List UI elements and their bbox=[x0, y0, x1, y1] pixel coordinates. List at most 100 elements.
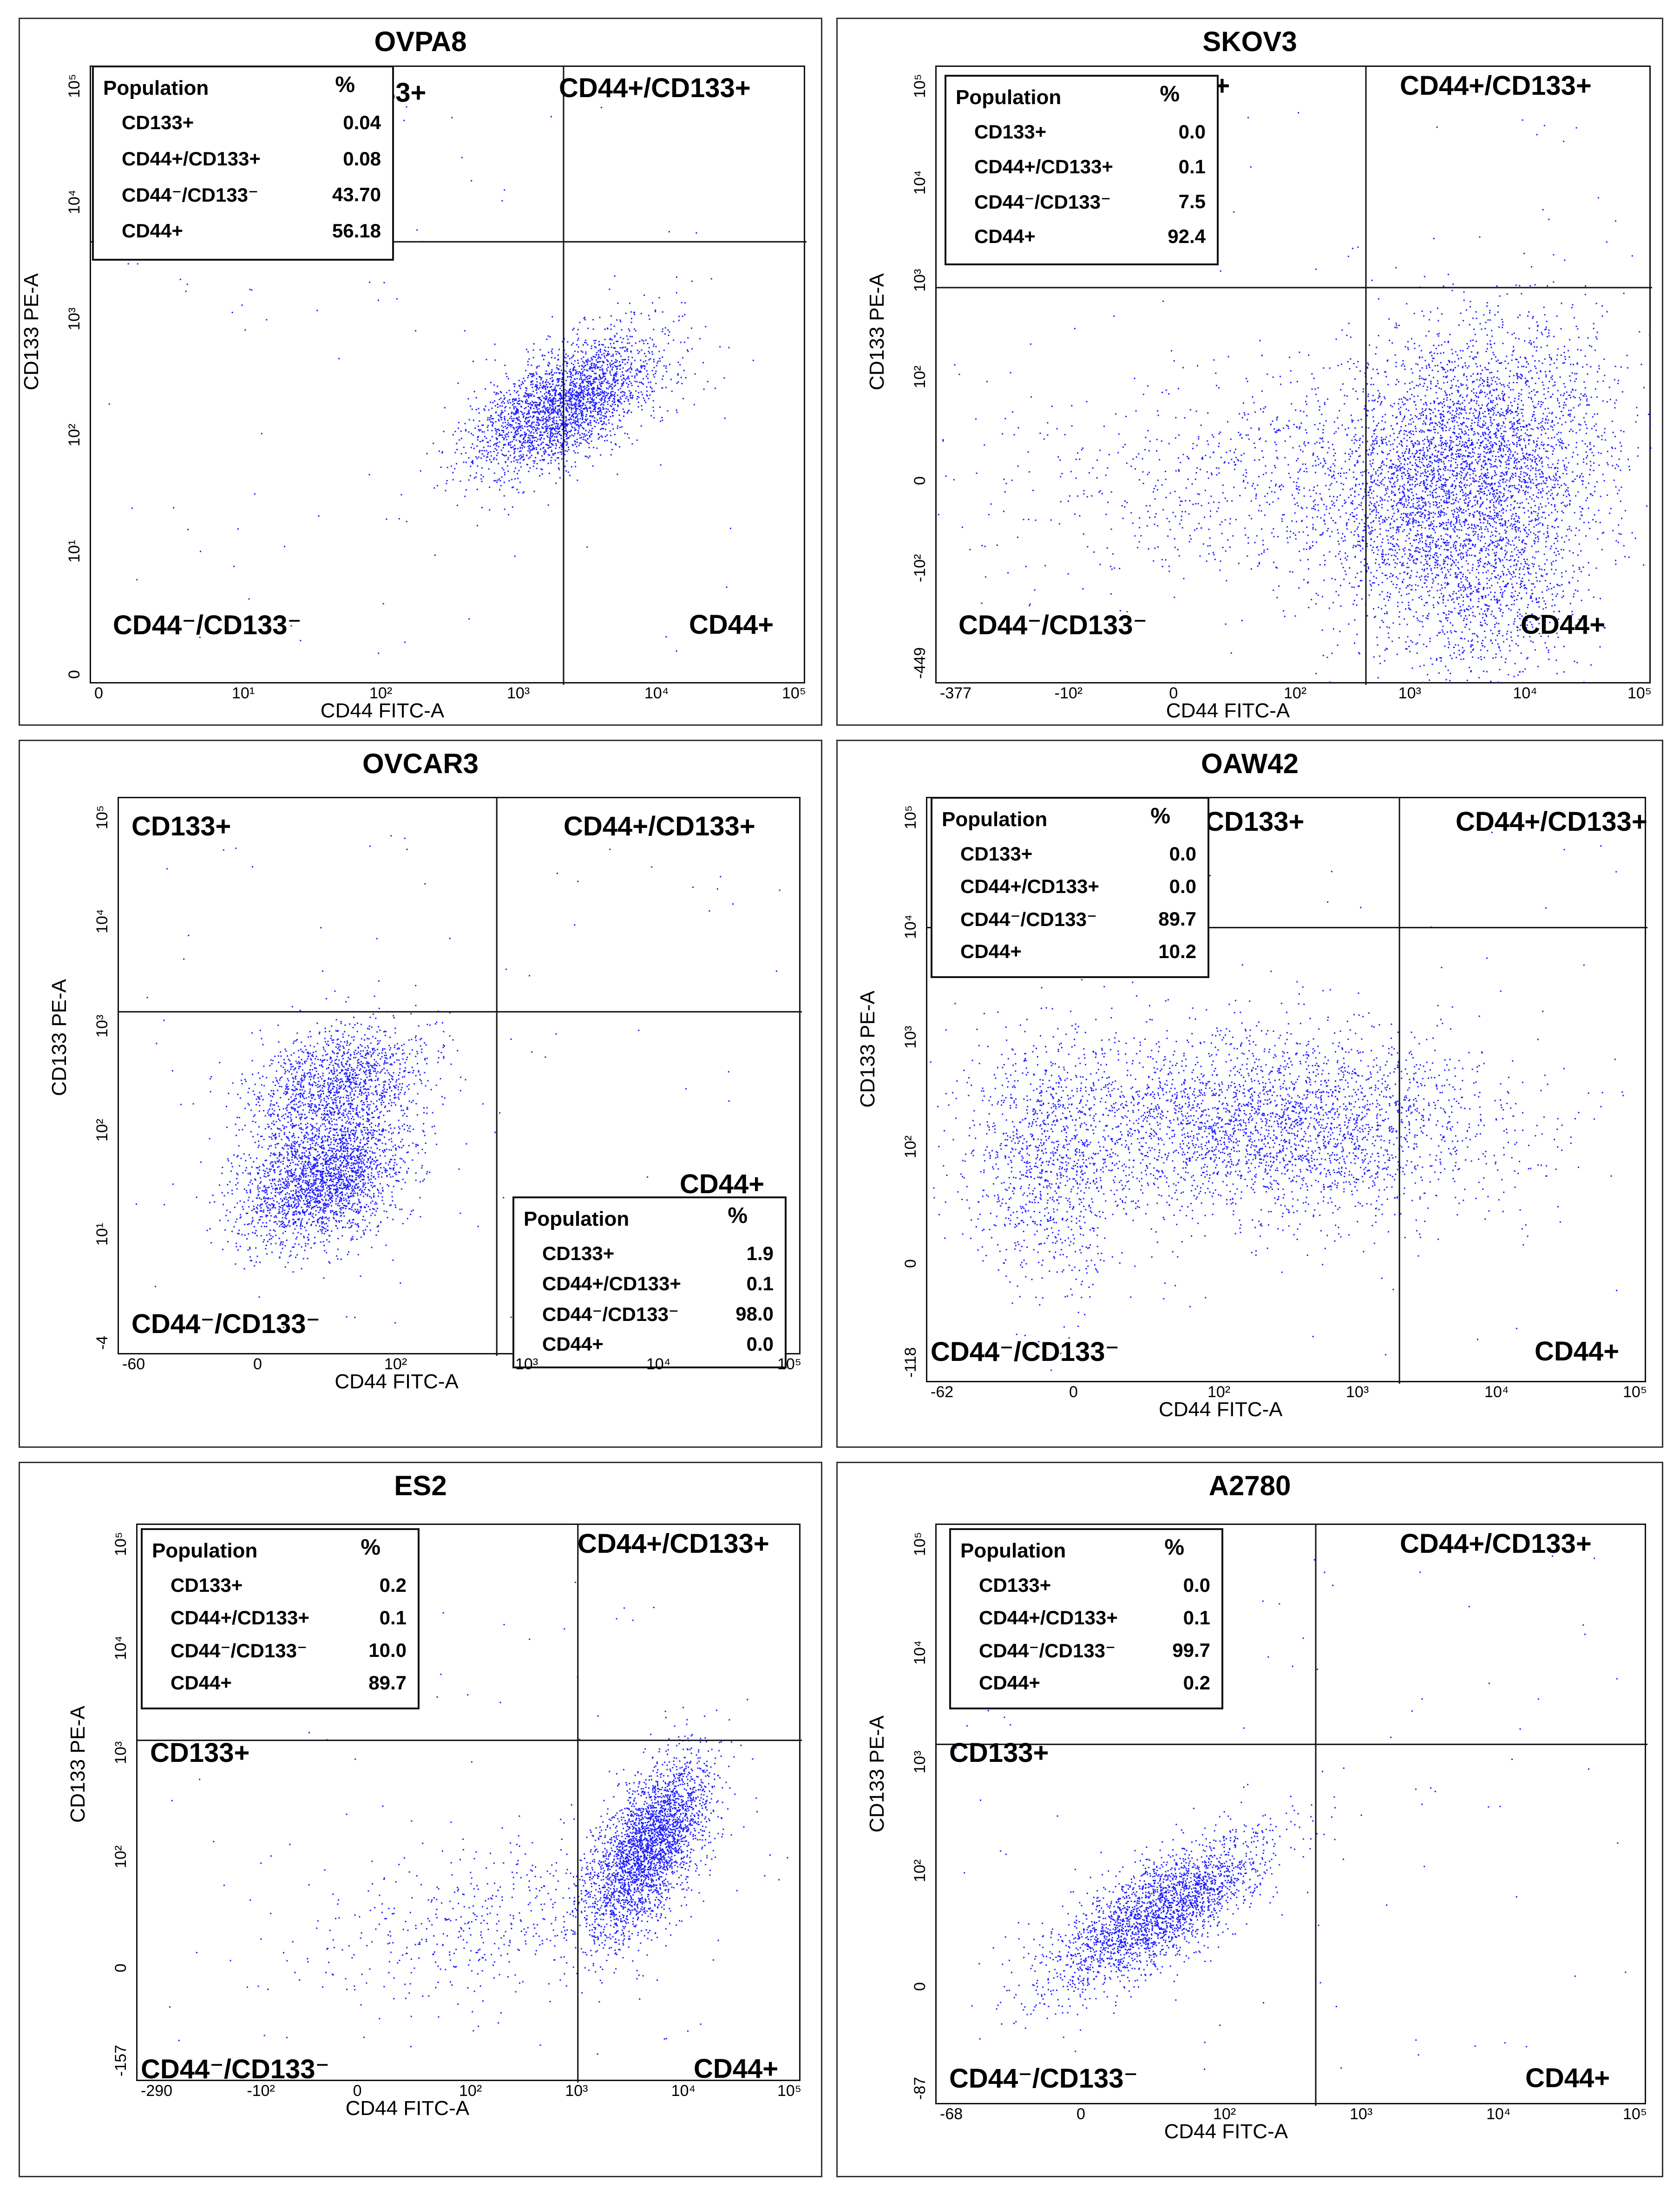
table-row-value: 0.2 bbox=[379, 1574, 407, 1596]
table-header: Population% bbox=[932, 804, 1208, 836]
quadrant-label-top-left: CD133+ bbox=[949, 1738, 1049, 1768]
x-tick-label: 0 bbox=[1069, 1383, 1078, 1401]
y-tick-label: 10⁴ bbox=[93, 909, 111, 933]
table-row-name: CD44+ bbox=[979, 1672, 1040, 1694]
x-axis-label: CD44 FITC-A bbox=[1164, 2120, 1288, 2143]
x-tick-label: 10³ bbox=[565, 2082, 588, 2100]
x-tick-label: 0 bbox=[253, 1355, 262, 1373]
table-header-value: % bbox=[1160, 82, 1180, 106]
table-row-name: CD133+ bbox=[171, 1574, 243, 1596]
table-row: CD44+ 92.4 bbox=[946, 225, 1217, 253]
table-header: Population% bbox=[946, 82, 1217, 114]
panel-oaw42: OAW42 CD133+ CD44+/CD133+ CD44⁻/CD133⁻ CD44+… bbox=[836, 740, 1663, 1448]
table-row-name: CD133+ bbox=[960, 843, 1033, 865]
table-row-name: CD44⁻/CD133⁻ bbox=[960, 908, 1097, 930]
x-tick-label: 10² bbox=[384, 1355, 407, 1373]
y-tick-label: 10⁵ bbox=[112, 1532, 130, 1556]
table-row-value: 0.0 bbox=[1178, 121, 1206, 143]
y-tick-label: 10³ bbox=[112, 1741, 130, 1764]
y-tick-label: 10³ bbox=[902, 1025, 919, 1049]
table-header: Population% bbox=[143, 1535, 418, 1567]
table-row: CD44+/CD133+ 0.0 bbox=[932, 875, 1208, 903]
y-tick-label: 10¹ bbox=[93, 1222, 111, 1246]
x-tick-label: 10³ bbox=[1350, 2105, 1373, 2123]
quadrant-label-top-left: CD133+ bbox=[1205, 807, 1305, 837]
scatter-points bbox=[938, 110, 1652, 683]
y-tick-label: -157 bbox=[112, 2044, 130, 2076]
x-axis-label: CD44 FITC-A bbox=[345, 2097, 470, 2120]
x-tick-label: 10² bbox=[459, 2082, 482, 2100]
scatter-plot bbox=[937, 67, 1652, 685]
x-tick-label: 10⁵ bbox=[777, 2082, 801, 2100]
y-tick-label: 10² bbox=[902, 1135, 919, 1158]
table-header-value: % bbox=[728, 1203, 748, 1228]
y-tick-label: 10⁴ bbox=[911, 170, 929, 195]
y-tick-label: 10³ bbox=[911, 269, 929, 292]
x-tick-label: 10⁴ bbox=[646, 1355, 671, 1373]
table-row-name: CD133+ bbox=[542, 1242, 615, 1264]
quadrant-label-bottom-right: CD44+ bbox=[1521, 610, 1606, 640]
table-header-name: Population bbox=[152, 1539, 258, 1562]
table-row: CD44⁻/CD133⁻ 99.7 bbox=[951, 1639, 1221, 1667]
table-row-name: CD44⁻/CD133⁻ bbox=[122, 184, 259, 206]
y-axis-label: CD133 PE-A bbox=[866, 1715, 888, 1833]
x-tick-label: 0 bbox=[94, 684, 103, 702]
table-row-value: 0.1 bbox=[746, 1273, 774, 1294]
table-header-name: Population bbox=[103, 77, 209, 99]
table-row: CD44+ 89.7 bbox=[143, 1672, 418, 1700]
y-tick-label: 10¹ bbox=[66, 539, 83, 563]
table-row: CD133+ 1.9 bbox=[514, 1242, 785, 1270]
y-axis-label: CD133 PE-A bbox=[866, 273, 888, 390]
y-tick-label: 0 bbox=[902, 1259, 919, 1268]
table-row-value: 0.1 bbox=[1178, 156, 1206, 177]
table-row-name: CD44⁻/CD133⁻ bbox=[542, 1303, 679, 1325]
x-tick-label: 10² bbox=[1213, 2105, 1236, 2123]
table-row: CD133+ 0.2 bbox=[143, 1574, 418, 1602]
panel-es2: ES2 CD133+ CD44+/CD133+ CD44⁻/CD133⁻ CD44+ Po… bbox=[19, 1462, 822, 2177]
table-row-value: 89.7 bbox=[368, 1672, 407, 1694]
y-tick-label: -4 bbox=[93, 1335, 111, 1350]
table-row-value: 98.0 bbox=[735, 1303, 774, 1325]
y-tick-label: 10² bbox=[93, 1118, 111, 1142]
table-row: CD44+ 0.0 bbox=[514, 1333, 785, 1361]
scatter-points bbox=[108, 105, 754, 654]
quadrant-label-bottom-left: CD44⁻/CD133⁻ bbox=[949, 2063, 1138, 2094]
x-axis-label: CD44 FITC-A bbox=[1166, 699, 1290, 722]
table-row: CD133+ 0.0 bbox=[946, 121, 1217, 149]
y-axis-label: CD133 PE-A bbox=[856, 991, 879, 1108]
x-tick-label: 10⁵ bbox=[1623, 1383, 1647, 1401]
table-header-name: Population bbox=[960, 1539, 1066, 1562]
y-tick-label: 10⁵ bbox=[93, 805, 111, 829]
x-tick-label: 10⁵ bbox=[1623, 2105, 1647, 2123]
table-header-value: % bbox=[1150, 804, 1170, 828]
table-row: CD44⁻/CD133⁻ 43.70 bbox=[94, 184, 392, 211]
table-row-value: 0.1 bbox=[379, 1607, 407, 1629]
table-row-name: CD133+ bbox=[122, 112, 194, 133]
x-tick-label: -62 bbox=[931, 1383, 954, 1401]
x-tick-label: 10¹ bbox=[232, 684, 255, 702]
panel-title: A2780 bbox=[1208, 1470, 1291, 1501]
table-row-name: CD44+ bbox=[122, 219, 183, 242]
population-table: Population% CD133+ 0.04 CD44+/CD133+ 0.08 CD4… bbox=[92, 66, 394, 261]
table-row-name: CD44⁻/CD133⁻ bbox=[979, 1640, 1116, 1662]
table-row-value: 10.2 bbox=[1158, 940, 1196, 962]
quadrant-label-top-right: CD44+/CD133+ bbox=[1456, 807, 1647, 837]
table-row-value: 43.70 bbox=[332, 184, 381, 205]
table-header: Population% bbox=[94, 72, 392, 105]
table-row-value: 56.18 bbox=[332, 219, 381, 242]
x-tick-label: 10³ bbox=[515, 1355, 538, 1373]
table-row-name: CD44+/CD133+ bbox=[542, 1273, 681, 1294]
x-axis-label: CD44 FITC-A bbox=[335, 1370, 459, 1393]
y-tick-label: 10⁴ bbox=[911, 1640, 929, 1665]
table-header-name: Population bbox=[956, 86, 1062, 109]
x-tick-label: 10³ bbox=[1398, 684, 1421, 702]
table-row: CD44+ 10.2 bbox=[932, 940, 1208, 968]
x-tick-label: -290 bbox=[141, 2082, 173, 2100]
y-tick-label: 10⁴ bbox=[66, 190, 83, 214]
x-tick-label: -10² bbox=[247, 2082, 275, 2100]
table-row: CD44+/CD133+ 0.08 bbox=[94, 148, 392, 176]
scatter-plot bbox=[138, 1525, 802, 2082]
table-row-value: 10.0 bbox=[368, 1639, 407, 1661]
table-header-name: Population bbox=[942, 808, 1048, 831]
y-tick-label: 0 bbox=[911, 476, 929, 486]
